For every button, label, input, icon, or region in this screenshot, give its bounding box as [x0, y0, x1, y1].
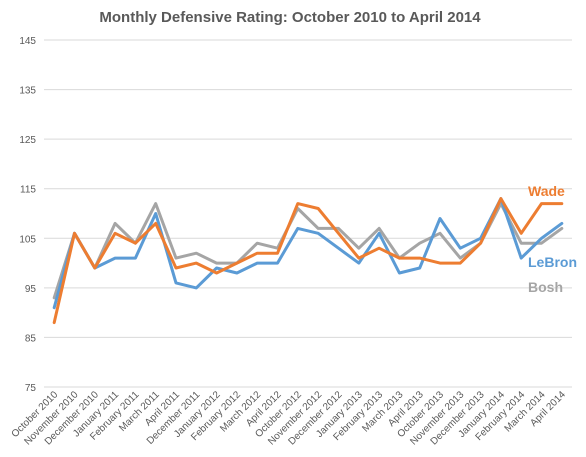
y-tick-label: 85 [25, 333, 37, 344]
series-line-wade [52, 197, 564, 325]
y-tick-label: 145 [19, 36, 36, 47]
series-lines [52, 197, 564, 325]
series-line-lebron [52, 197, 564, 310]
y-tick-label: 105 [19, 234, 36, 245]
y-tick-label: 75 [25, 383, 37, 394]
series-label-bosh: Bosh [528, 279, 563, 295]
series-line-bosh [52, 202, 564, 300]
series-label-wade: Wade [528, 183, 565, 199]
y-tick-label: 125 [19, 135, 36, 146]
series-labels: Wade LeBron Bosh [528, 183, 577, 295]
chart-title: Monthly Defensive Rating: October 2010 t… [99, 9, 481, 26]
y-tick-label: 115 [20, 185, 36, 196]
y-tick-label: 135 [19, 86, 36, 97]
y-axis-tick-labels: 75 85 95 105 115 125 135 145 [19, 36, 36, 394]
series-label-lebron: LeBron [528, 254, 577, 270]
y-tick-label: 95 [25, 284, 37, 295]
